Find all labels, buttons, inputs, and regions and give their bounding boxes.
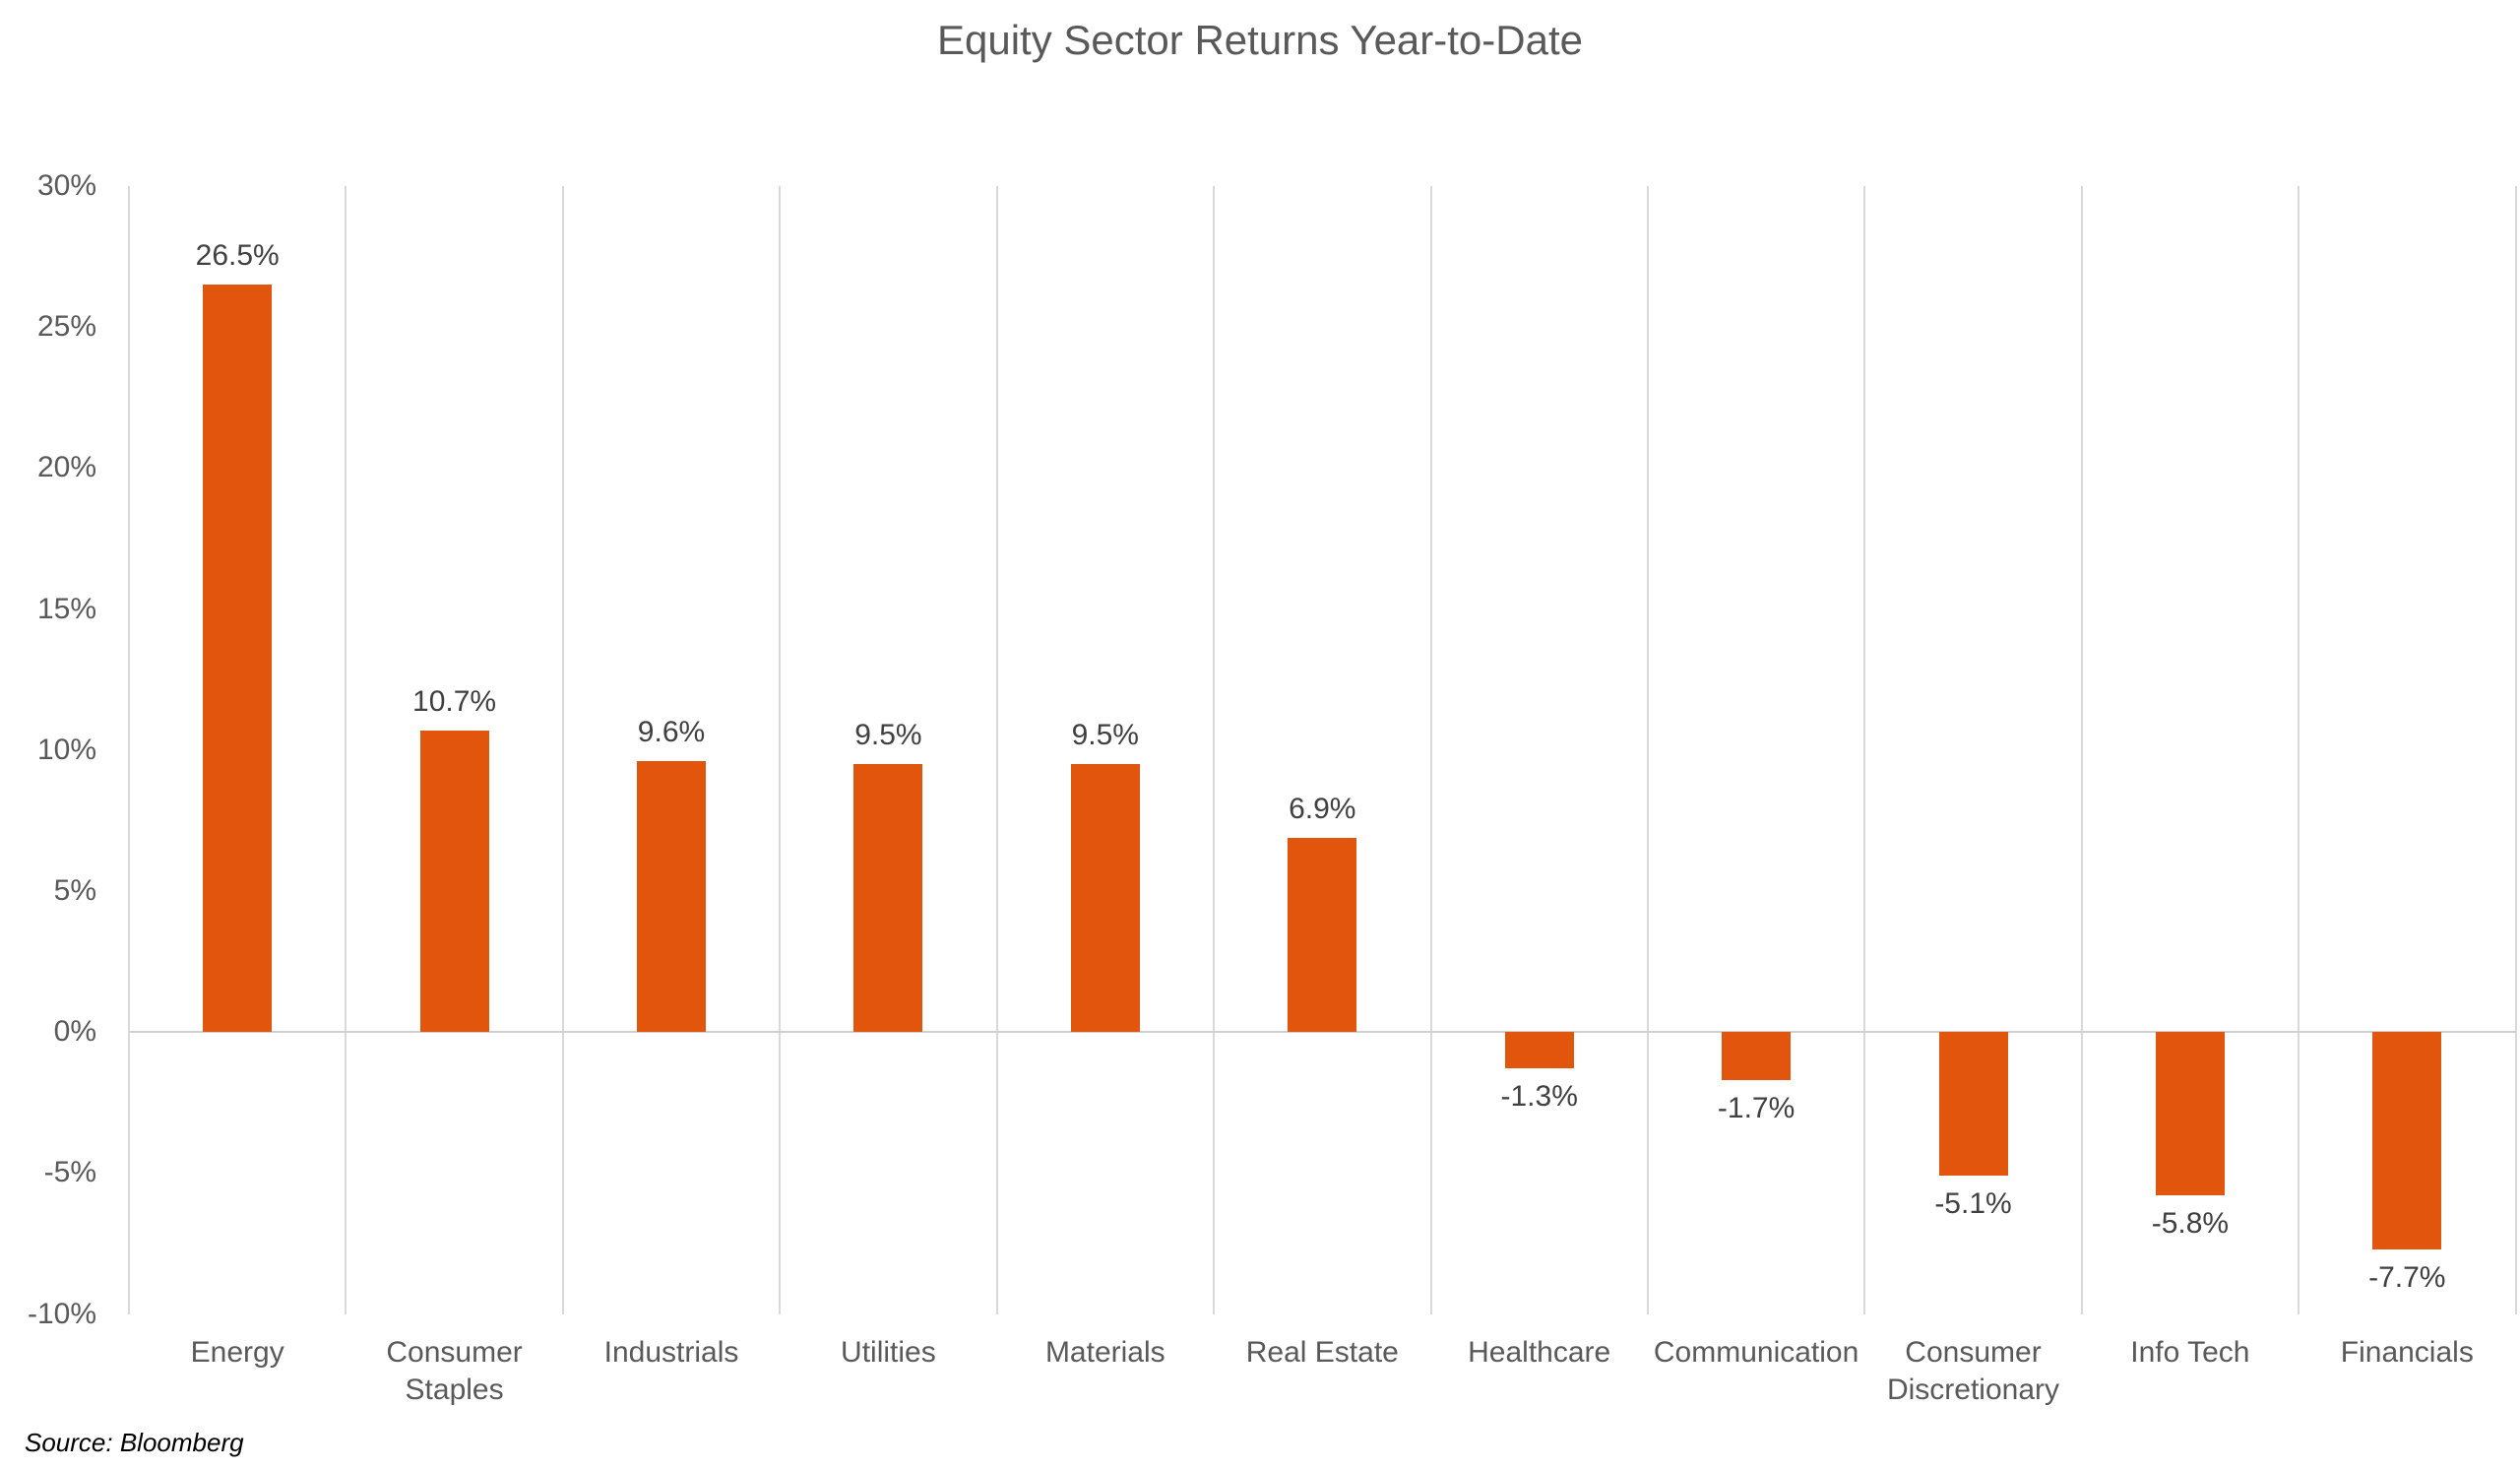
x-category-label-industrials: Industrials [553, 1334, 789, 1372]
y-tick-label: 0% [53, 1015, 96, 1049]
category-gridline [2298, 186, 2300, 1314]
category-gridline [561, 186, 564, 1314]
y-tick-label: 10% [36, 733, 96, 766]
x-category-label-real-estate: Real Estate [1204, 1334, 1440, 1372]
category-gridline [1213, 186, 1215, 1314]
bar-value-label: -5.1% [1934, 1187, 2012, 1221]
bar-value-label: 6.9% [1289, 792, 1356, 825]
x-category-label-line: Industrials [603, 1336, 739, 1369]
bar-materials [1070, 764, 1140, 1033]
bar-info-tech [2155, 1032, 2225, 1196]
x-category-label-line: Discretionary [1886, 1374, 2060, 1406]
category-gridline [1863, 186, 1866, 1314]
x-category-label-consumer-discretionary: Consumer Discretionary [1856, 1334, 2092, 1409]
plot-area: 26.5% 10.7% 9.6% 9.5% 9.5% 6.9% -1.3% -1.7% -5.1… [128, 186, 2517, 1314]
bar-healthcare [1504, 1032, 1574, 1069]
x-category-label-utilities: Utilities [770, 1334, 1006, 1372]
bar-value-label: 9.6% [637, 716, 706, 749]
bar-value-label: 10.7% [412, 684, 497, 718]
y-tick-label: -5% [43, 1156, 96, 1189]
bar-value-label: -7.7% [2368, 1260, 2446, 1294]
bar-utilities [853, 764, 923, 1033]
category-gridline [995, 186, 998, 1314]
category-gridline [779, 186, 782, 1314]
bar-value-label: -1.3% [1500, 1080, 1578, 1114]
x-category-label-consumer-staples: Consumer Staples [337, 1334, 573, 1409]
x-category-label-line: Utilities [841, 1336, 936, 1369]
category-gridline [2514, 186, 2517, 1314]
x-category-label-line: Staples [405, 1374, 504, 1406]
x-category-label-line: Materials [1044, 1336, 1166, 1369]
x-category-label-materials: Materials [987, 1334, 1224, 1372]
x-category-label-line: Consumer [1905, 1336, 2042, 1369]
zero-axis-line [129, 1031, 2516, 1034]
x-category-label-line: Communication [1653, 1336, 1859, 1369]
bar-value-label: 9.5% [1071, 719, 1139, 752]
y-tick-label: 5% [53, 873, 96, 907]
x-category-label-financials: Financials [2289, 1334, 2520, 1372]
x-category-label-energy: Energy [119, 1334, 355, 1372]
x-category-label-line: Financials [2340, 1336, 2474, 1369]
y-tick-label: -10% [27, 1297, 96, 1330]
y-tick-label: 15% [36, 592, 96, 625]
bar-value-label: 26.5% [195, 239, 280, 273]
bar-value-label: 9.5% [854, 719, 922, 752]
bar-consumer-staples [419, 730, 489, 1033]
x-category-label-line: Consumer [386, 1336, 523, 1369]
bar-value-label: -5.8% [2151, 1207, 2230, 1241]
x-category-label-line: Real Estate [1245, 1336, 1399, 1369]
source-note: Source: Bloomberg [25, 1428, 244, 1457]
bar-industrials [637, 761, 706, 1033]
x-category-label-line: Energy [190, 1336, 284, 1369]
bar-consumer-discretionary [1938, 1032, 2008, 1177]
bar-real-estate [1288, 837, 1357, 1033]
y-tick-label: 20% [36, 451, 96, 484]
category-gridline [1646, 186, 1649, 1314]
category-gridline [2080, 186, 2083, 1314]
bar-energy [203, 285, 273, 1033]
y-tick-label: 30% [36, 169, 96, 202]
x-category-label-info-tech: Info Tech [2072, 1334, 2308, 1372]
y-tick-label: 25% [36, 310, 96, 344]
chart-title: Equity Sector Returns Year-to-Date [936, 17, 1583, 63]
x-category-label-line: Healthcare [1468, 1336, 1611, 1369]
x-category-label-healthcare: Healthcare [1421, 1334, 1658, 1372]
x-category-label-line: Info Tech [2130, 1336, 2250, 1369]
bar-communication [1722, 1032, 1792, 1080]
bar-financials [2372, 1032, 2442, 1249]
category-gridline [345, 186, 347, 1314]
x-category-label-communication: Communication [1638, 1334, 1874, 1372]
y-axis-line [128, 186, 130, 1314]
category-gridline [1429, 186, 1432, 1314]
bar-value-label: -1.7% [1717, 1091, 1796, 1124]
